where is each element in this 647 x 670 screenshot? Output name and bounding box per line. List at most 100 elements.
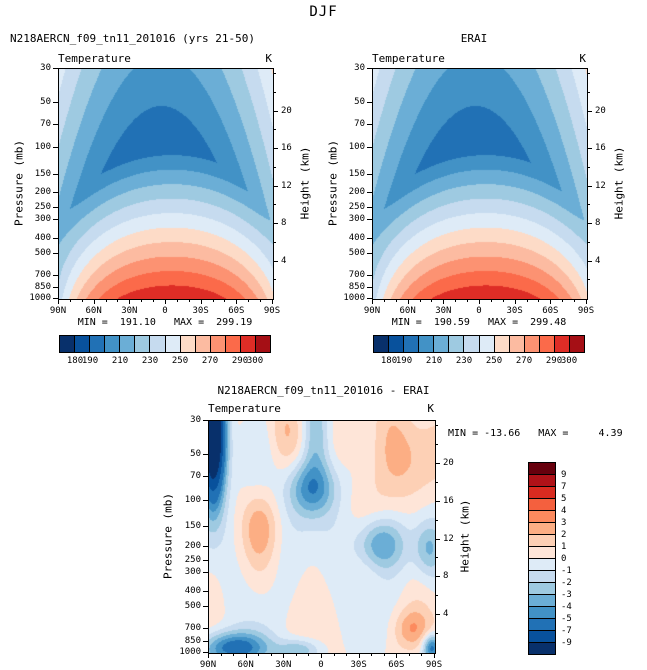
latitude-tick-label: 60S — [388, 660, 405, 670]
height-tick-label: 20 — [595, 105, 606, 116]
colorbar-tick-label: -7 — [561, 626, 572, 636]
panel-title-erai: ERAI — [460, 32, 488, 45]
latitude-minor-tick — [574, 299, 576, 302]
height-tick — [435, 462, 440, 464]
colorbar-erai: 180 190 210 230 250 270 290 300 — [373, 335, 585, 366]
pressure-tick-label: 150 — [34, 168, 51, 179]
height-tick-label: 8 — [281, 218, 287, 229]
field-label-model: Temperature — [58, 52, 131, 65]
latitude-tick — [396, 653, 398, 658]
colorbar-tick-label: 250 — [485, 356, 503, 366]
colorbar-box — [529, 618, 555, 630]
colorbar-tick-label: 2 — [561, 530, 567, 540]
height-tick — [435, 500, 440, 502]
colorbar-box — [134, 336, 150, 352]
height-tick — [587, 260, 592, 262]
height-minor-tick — [435, 444, 438, 446]
colorbar-box — [388, 336, 404, 352]
colorbar-tick-label: 210 — [111, 356, 129, 366]
latitude-minor-tick — [212, 299, 214, 302]
pressure-tick-label: 250 — [348, 202, 365, 213]
height-tick-label: 4 — [443, 609, 449, 620]
height-tick-label: 12 — [281, 180, 292, 191]
colorbar-box — [209, 336, 225, 352]
height-tick-label: 16 — [595, 143, 606, 154]
colorbar-box — [529, 486, 555, 498]
latitude-tick — [245, 653, 247, 658]
colorbar-tick-label: 190 — [395, 356, 413, 366]
colorbar-boxes — [373, 335, 585, 353]
height-tick — [435, 538, 440, 540]
pressure-tick-label: 100 — [34, 141, 51, 152]
field-label-erai: Temperature — [372, 52, 445, 65]
pressure-tick — [367, 237, 372, 239]
panel-difference: N218AERCN_f09_tn11_201016 - ERAI Tempera… — [0, 382, 647, 670]
height-tick-label: 4 — [595, 255, 601, 266]
pressure-tick — [203, 545, 208, 547]
latitude-tick-label: 30N — [121, 306, 138, 316]
latitude-minor-tick — [295, 653, 297, 656]
pressure-tick-label: 250 — [184, 555, 201, 566]
pressure-tick — [203, 453, 208, 455]
colorbar-box — [224, 336, 240, 352]
height-tick-label: 4 — [281, 255, 287, 266]
colorbar-tick-label: 180 — [66, 356, 84, 366]
pressure-tick — [53, 173, 58, 175]
latitude-minor-tick — [270, 653, 272, 656]
pressure-tick-label: 100 — [184, 494, 201, 505]
pressure-tick — [367, 252, 372, 254]
latitude-tick — [165, 299, 166, 304]
pressure-tick-label: 250 — [34, 202, 51, 213]
height-tick — [273, 148, 278, 150]
colorbar-labels: 180 190 210 230 250 270 290 300 — [373, 353, 585, 366]
minmax-difference: MIN = -13.66 MAX = 4.39 — [448, 428, 623, 439]
height-minor-tick — [587, 279, 590, 281]
latitude-tick-label: 60S — [228, 306, 245, 316]
latitude-tick — [283, 653, 285, 658]
latitude-minor-tick — [395, 299, 397, 302]
colorbar-box — [529, 474, 555, 486]
latitude-tick — [358, 653, 360, 658]
colorbar-model: 180 190 210 230 250 270 290 300 — [59, 335, 271, 366]
field-label-difference: Temperature — [208, 402, 281, 415]
height-tick-label: 12 — [443, 533, 454, 544]
colorbar-boxes — [59, 335, 271, 353]
pressure-tick-label: 200 — [184, 540, 201, 551]
colorbar-tick-label: 270 — [201, 356, 219, 366]
pressure-tick — [53, 192, 58, 194]
latitude-tick — [58, 299, 59, 304]
pressure-tick-label: 850 — [34, 282, 51, 293]
latitude-minor-tick — [538, 299, 540, 302]
height-minor-tick — [273, 91, 276, 93]
height-minor-tick — [435, 633, 438, 635]
colorbar-tick-label: -3 — [561, 590, 572, 600]
colorbar-box — [149, 336, 165, 352]
height-minor-tick — [273, 73, 276, 75]
pressure-tick-label: 1000 — [29, 293, 51, 303]
colorbar-tick-label: 190 — [81, 356, 99, 366]
height-tick — [435, 614, 440, 616]
latitude-minor-tick — [333, 653, 335, 656]
colorbar-tick-label: 1 — [561, 542, 567, 552]
colorbar-tick-label: 180 — [380, 356, 398, 366]
units-label-erai: K — [579, 52, 586, 65]
colorbar-tick-label: 300 — [246, 356, 264, 366]
pressure-tick-label: 30 — [190, 415, 201, 425]
pressure-tick — [203, 420, 208, 421]
colorbar-box — [104, 336, 120, 352]
colorbar-box — [538, 336, 554, 352]
colorbar-box — [418, 336, 434, 352]
latitude-minor-tick — [526, 299, 528, 302]
colorbar-box — [529, 498, 555, 510]
latitude-tick — [443, 299, 445, 304]
latitude-tick — [407, 299, 409, 304]
colorbar-tick-label: -9 — [561, 638, 572, 648]
height-tick-label: 20 — [281, 105, 292, 116]
pressure-tick — [53, 207, 58, 209]
pressure-tick — [203, 652, 208, 653]
panel-title-model: N218AERCN_f09_tn11_201016 (yrs 21-50) — [10, 32, 256, 45]
pressure-tick — [367, 146, 372, 148]
pressure-tick — [53, 298, 58, 299]
colorbar-box — [529, 606, 555, 618]
colorbar-box — [403, 336, 419, 352]
